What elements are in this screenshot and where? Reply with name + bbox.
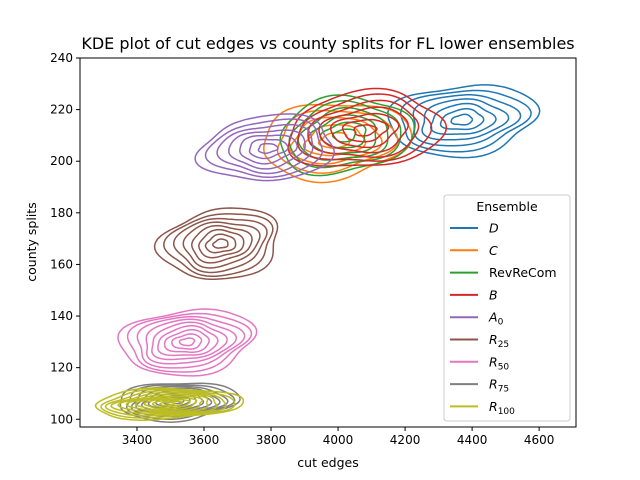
contour-line <box>110 391 218 415</box>
legend-title: Ensemble <box>476 199 538 214</box>
y-tick-label: 220 <box>50 103 73 117</box>
contour-line <box>151 400 184 408</box>
legend-entry: R25 <box>489 332 509 350</box>
x-tick-label: 4400 <box>457 433 488 447</box>
contour-line <box>228 129 306 170</box>
contour-group-b <box>287 87 448 167</box>
contour-line <box>125 395 204 413</box>
contour-line <box>104 389 227 417</box>
y-tick-label: 140 <box>50 309 73 323</box>
contour-line <box>194 113 336 182</box>
contour-line <box>412 94 522 147</box>
y-axis-label: county splits <box>24 202 39 281</box>
legend: Ensemble DC RevReCom B A0 R25 R50 R75 R100 <box>443 194 571 422</box>
contour-line <box>198 228 245 259</box>
legend-entry: B <box>489 287 498 302</box>
contour-line <box>171 333 203 350</box>
contour-line <box>421 98 510 141</box>
contour-line <box>182 221 261 269</box>
x-tick-label: 3600 <box>189 433 220 447</box>
contour-line <box>100 388 236 419</box>
contour-line <box>257 142 279 154</box>
legend-entry: RevReCom <box>489 265 557 280</box>
contour-line <box>126 312 253 373</box>
contour-line <box>329 112 400 149</box>
contour-line <box>94 387 245 421</box>
contour-group-r-50 <box>117 308 258 377</box>
x-tick-label: 3800 <box>256 433 287 447</box>
contour-line <box>307 99 420 158</box>
contour-line <box>117 393 209 414</box>
x-axis-label: cut edges <box>297 455 358 470</box>
x-tick-label: 4200 <box>390 433 421 447</box>
contour-line <box>151 321 228 361</box>
contour-line <box>248 138 289 160</box>
contour-line <box>439 108 485 131</box>
y-tick-label: 180 <box>50 206 73 220</box>
x-axis: 3400 3600 3800 4000 4200 4400 4600 <box>122 427 555 447</box>
plot-frame <box>79 57 577 428</box>
x-tick-label: 3400 <box>122 433 153 447</box>
contour-group-r-25 <box>153 207 279 280</box>
x-tick-label: 4600 <box>524 433 555 447</box>
legend-entry: A0 <box>488 310 504 328</box>
contour-line <box>178 337 196 347</box>
contour-line <box>287 87 448 167</box>
contour-line <box>136 315 246 369</box>
contour-line <box>117 308 258 377</box>
contour-group-d <box>387 84 541 159</box>
legend-entry: R50 <box>489 354 509 372</box>
contour-line <box>331 128 357 143</box>
y-tick-label: 200 <box>50 154 73 168</box>
contour-group-a-0 <box>194 113 336 182</box>
legend-entry: R100 <box>489 399 515 417</box>
contour-group-r-100 <box>94 387 245 421</box>
legend-entry: R75 <box>489 377 509 395</box>
y-tick-label: 100 <box>50 412 73 426</box>
contour-line <box>204 233 237 254</box>
contour-line <box>163 328 210 353</box>
y-tick-label: 240 <box>50 51 73 65</box>
legend-entry: C <box>489 243 498 258</box>
contour-line <box>159 401 176 407</box>
contour-line <box>263 103 413 184</box>
contour-line <box>429 102 497 135</box>
contour-line <box>204 118 324 179</box>
contour-line <box>212 238 229 249</box>
legend-entry: D <box>489 221 499 236</box>
contour-line <box>399 89 532 153</box>
contour-line <box>450 113 474 126</box>
contour-line <box>216 123 314 175</box>
y-tick-label: 120 <box>50 361 73 375</box>
contour-line <box>145 318 238 365</box>
legend-box <box>443 194 571 422</box>
contour-line <box>387 84 541 159</box>
contour-layer <box>94 84 541 423</box>
contour-line <box>172 217 268 274</box>
x-tick-label: 4000 <box>323 433 354 447</box>
y-axis: 100 120 140 160 180 200 220 240 <box>50 51 80 426</box>
contour-line <box>163 213 274 278</box>
contour-line <box>191 224 253 264</box>
contour-line <box>353 124 378 137</box>
chart-title: KDE plot of cut edges vs county splits f… <box>81 34 574 53</box>
contour-line <box>157 325 219 357</box>
contour-line <box>134 397 198 412</box>
contour-line <box>296 93 433 162</box>
legend-items: DC RevReCom B A0 R25 R50 R75 R100 <box>450 221 557 417</box>
contour-line <box>341 118 390 143</box>
y-tick-label: 160 <box>50 257 73 271</box>
contour-line <box>318 106 409 154</box>
contour-line <box>143 398 191 410</box>
contour-line <box>153 207 279 280</box>
contour-line <box>239 134 298 165</box>
